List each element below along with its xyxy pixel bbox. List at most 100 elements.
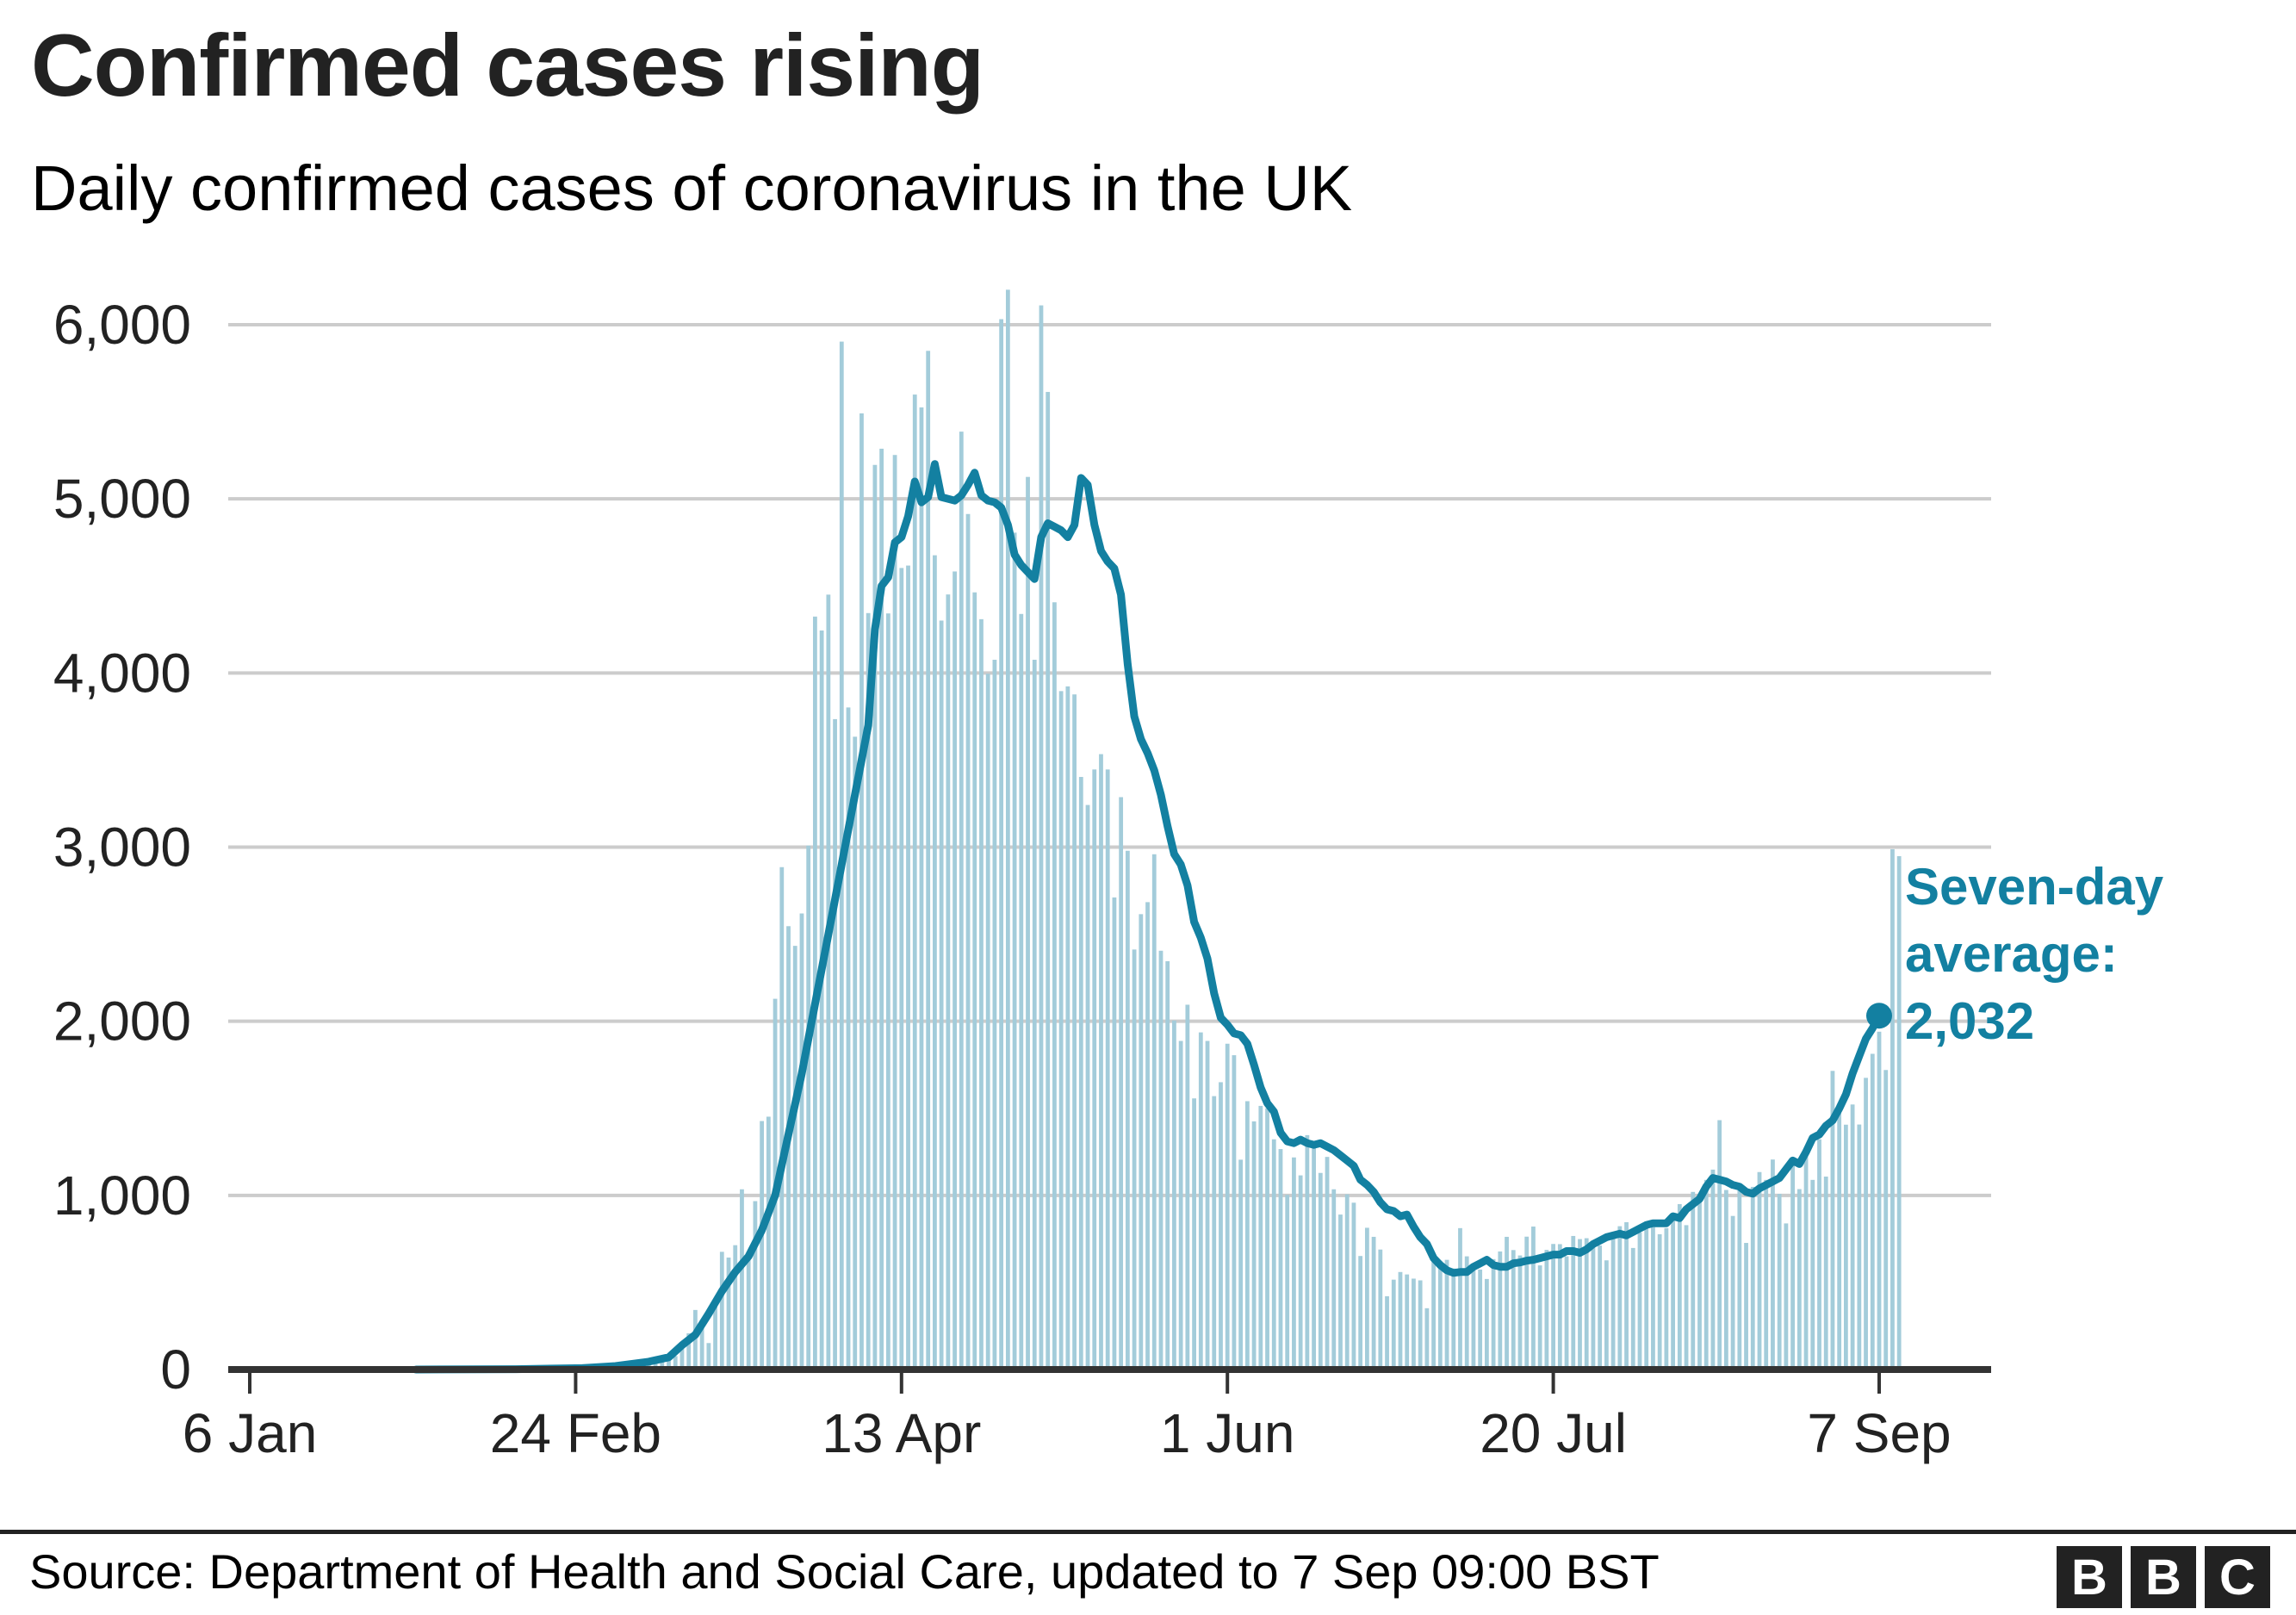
daily-bar (1344, 1194, 1350, 1370)
daily-bar (1378, 1249, 1383, 1370)
chart-subtitle: Daily confirmed cases of coronavirus in … (31, 152, 1353, 224)
daily-bar (1019, 613, 1024, 1370)
daily-bar (859, 413, 864, 1370)
daily-bar (1817, 1139, 1821, 1370)
daily-bar (1158, 950, 1164, 1370)
daily-bar (1717, 1120, 1722, 1370)
daily-bar (1312, 1144, 1316, 1370)
daily-bar (1784, 1223, 1789, 1370)
daily-bar (1105, 769, 1110, 1370)
daily-bar (706, 1343, 711, 1370)
daily-bar (1271, 1139, 1276, 1370)
daily-bar (1551, 1244, 1555, 1370)
daily-bar (1431, 1259, 1436, 1370)
average-annotation: Seven-day average: 2,032 (1905, 858, 2164, 1050)
daily-bar (699, 1326, 704, 1370)
daily-bar (1331, 1189, 1337, 1370)
daily-bar (1437, 1260, 1443, 1370)
source-note: Source: Department of Health and Social … (29, 1544, 1660, 1599)
daily-bar (1172, 1020, 1176, 1370)
daily-bar (885, 613, 890, 1370)
chart-title: Confirmed cases rising (31, 16, 984, 115)
daily-bar (1524, 1236, 1530, 1370)
daily-bar (1085, 804, 1090, 1370)
daily-bar (1358, 1256, 1363, 1370)
daily-bar (1458, 1227, 1462, 1370)
footer-divider (0, 1530, 2296, 1534)
bbc-logo-letter: B (2057, 1546, 2122, 1608)
y-tick-label: 6,000 (53, 294, 191, 356)
daily-bar (1750, 1186, 1755, 1370)
daily-bar (1578, 1239, 1582, 1370)
daily-bar (753, 1201, 758, 1370)
y-tick-label: 2,000 (53, 991, 191, 1053)
daily-bar (1412, 1278, 1416, 1370)
daily-bar (1285, 1195, 1290, 1370)
daily-bar (713, 1298, 717, 1370)
bbc-logo-letter: C (2205, 1546, 2270, 1608)
x-tick-label: 1 Jun (1160, 1402, 1295, 1464)
daily-bar (1491, 1258, 1496, 1370)
daily-bar (1198, 1032, 1203, 1370)
daily-bar (1212, 1096, 1217, 1370)
daily-bar (1651, 1227, 1655, 1370)
daily-bar (1178, 1040, 1183, 1370)
daily-bar (1664, 1227, 1669, 1370)
daily-bar (1398, 1271, 1403, 1370)
daily-bar (1790, 1164, 1796, 1370)
daily-bar (1624, 1221, 1629, 1370)
daily-bar (1810, 1179, 1815, 1370)
daily-bar (819, 630, 824, 1370)
daily-bar (1251, 1121, 1257, 1370)
daily-bar (1498, 1251, 1503, 1370)
daily-bar (1531, 1227, 1536, 1370)
y-tick-label: 3,000 (53, 817, 191, 879)
bbc-logo-letter: B (2131, 1546, 2196, 1608)
daily-bar (1691, 1191, 1696, 1370)
daily-bar (1046, 392, 1051, 1370)
daily-bar (1052, 602, 1057, 1370)
daily-bar (673, 1356, 678, 1370)
daily-bar (740, 1189, 744, 1370)
daily-bar (1092, 769, 1097, 1370)
daily-bar (1065, 686, 1070, 1370)
x-tick-label: 24 Feb (490, 1402, 661, 1464)
daily-bar (1418, 1280, 1423, 1370)
daily-bar (660, 1362, 665, 1370)
x-tick-label: 6 Jan (183, 1402, 318, 1464)
daily-bar (1703, 1179, 1709, 1370)
daily-bar (939, 620, 944, 1370)
daily-bar (1238, 1159, 1244, 1370)
daily-bar (1078, 777, 1083, 1370)
daily-bar (1584, 1238, 1589, 1370)
daily-bar (846, 707, 851, 1370)
daily-bar (959, 432, 964, 1370)
daily-bar (1371, 1236, 1376, 1370)
daily-bar (1151, 854, 1157, 1370)
daily-bar (1850, 1104, 1855, 1370)
daily-bar (1505, 1236, 1509, 1370)
daily-bar (1857, 1124, 1862, 1370)
annotation-line: Seven-day (1905, 858, 2164, 916)
daily-bar (1710, 1169, 1716, 1370)
daily-bar (746, 1253, 751, 1370)
daily-bar (946, 594, 951, 1370)
daily-bar (1571, 1235, 1576, 1370)
average-end-marker (1866, 1003, 1892, 1029)
daily-bar (1517, 1255, 1523, 1370)
daily-bar (979, 618, 984, 1370)
daily-bar (766, 1116, 771, 1370)
daily-bar (760, 1121, 765, 1370)
daily-bar (1883, 1070, 1889, 1370)
y-axis-labels: 0 1,000 2,000 3,000 4,000 5,000 6,000 (53, 294, 191, 1401)
daily-bar (1205, 1040, 1210, 1370)
daily-bar (1244, 1101, 1250, 1370)
daily-bar (1771, 1159, 1775, 1370)
daily-bar (1564, 1256, 1569, 1370)
annotation-line: 2,032 (1905, 992, 2034, 1050)
daily-bar (1298, 1175, 1303, 1370)
daily-bar (1026, 476, 1030, 1370)
daily-bar (1684, 1225, 1689, 1370)
daily-bar (906, 565, 910, 1370)
bbc-logo: B B C (2057, 1546, 2270, 1608)
